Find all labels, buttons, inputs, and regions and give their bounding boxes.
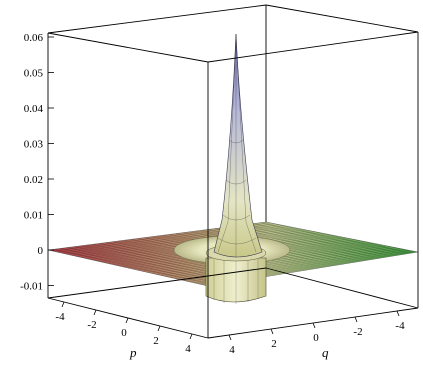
- p-tick-mark: [93, 309, 97, 316]
- p-tick-mark: [61, 301, 65, 308]
- p-tick-label: 4: [185, 343, 191, 355]
- p-tick-label: 2: [153, 335, 159, 347]
- q-tick-mark: [312, 322, 316, 329]
- q-tick-label: 0: [313, 332, 319, 344]
- z-tick-label: 0.05: [24, 68, 44, 80]
- p-tick-mark: [189, 333, 193, 340]
- z-axis: 0.06 0.05 0.04 0.03 0.02 0.01 0 -0.01: [20, 32, 54, 293]
- z-tick-label: 0.06: [24, 32, 44, 44]
- z-tick-label: -0.01: [20, 281, 43, 293]
- q-tick-label: -4: [395, 320, 405, 332]
- q-tick-mark: [228, 334, 232, 341]
- p-axis-label: p: [129, 345, 137, 360]
- box-front: [47, 31, 419, 339]
- p-tick-label: -2: [87, 319, 96, 331]
- p-axis: -4 -2 0 2 4: [55, 301, 193, 355]
- q-axis: 4 2 0 -2 -4: [228, 310, 405, 356]
- z-tick-label: 0.02: [24, 174, 43, 186]
- q-tick-label: 2: [271, 338, 277, 350]
- surface-peak: [213, 33, 263, 258]
- q-tick-mark: [396, 310, 400, 317]
- p-tick-label: 0: [121, 327, 127, 339]
- z-tick-label: 0: [38, 245, 44, 257]
- z-tick-label: 0.01: [24, 210, 43, 222]
- peak-mesh: [217, 33, 257, 258]
- trough-mesh: [213, 259, 259, 304]
- p-tick-mark: [157, 325, 161, 332]
- z-tick-label: 0.03: [24, 139, 44, 151]
- p-tick-mark: [125, 317, 129, 324]
- q-tick-label: 4: [229, 344, 235, 356]
- z-tick-label: 0.04: [24, 103, 44, 115]
- p-tick-label: -4: [55, 311, 65, 323]
- q-tick-mark: [354, 316, 358, 323]
- q-axis-label: q: [322, 345, 329, 360]
- q-tick-mark: [270, 328, 274, 335]
- box-back: [47, 4, 419, 240]
- q-tick-label: -2: [353, 326, 362, 338]
